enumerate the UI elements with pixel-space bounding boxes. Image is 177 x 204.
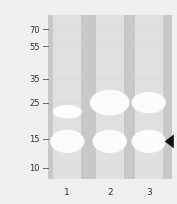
Ellipse shape: [137, 96, 160, 110]
Ellipse shape: [134, 94, 163, 112]
Ellipse shape: [134, 132, 163, 151]
Ellipse shape: [52, 132, 82, 152]
Ellipse shape: [50, 130, 85, 153]
Ellipse shape: [132, 93, 165, 113]
Bar: [135, 16, 163, 180]
Ellipse shape: [136, 133, 161, 150]
Ellipse shape: [91, 91, 129, 115]
Ellipse shape: [96, 94, 124, 112]
Ellipse shape: [56, 134, 79, 149]
Ellipse shape: [55, 106, 79, 118]
Bar: [96, 16, 124, 180]
Ellipse shape: [54, 132, 81, 151]
Ellipse shape: [53, 106, 81, 119]
Text: 2: 2: [107, 187, 113, 196]
Bar: [48, 16, 172, 180]
Ellipse shape: [94, 131, 125, 152]
Ellipse shape: [53, 132, 82, 151]
Text: 35: 35: [29, 75, 40, 84]
Ellipse shape: [133, 131, 164, 152]
Text: 25: 25: [29, 99, 40, 108]
Polygon shape: [165, 135, 174, 149]
Ellipse shape: [136, 133, 162, 150]
Ellipse shape: [55, 133, 79, 150]
Ellipse shape: [137, 134, 160, 149]
Ellipse shape: [134, 132, 164, 152]
Ellipse shape: [93, 92, 126, 114]
Ellipse shape: [93, 131, 126, 153]
Bar: [53, 16, 81, 180]
Ellipse shape: [132, 131, 165, 153]
Ellipse shape: [54, 133, 80, 150]
Ellipse shape: [52, 131, 83, 152]
Ellipse shape: [92, 91, 128, 115]
Ellipse shape: [134, 94, 164, 112]
Ellipse shape: [96, 132, 123, 151]
Ellipse shape: [98, 134, 121, 149]
Ellipse shape: [55, 106, 80, 118]
Ellipse shape: [53, 105, 82, 119]
Ellipse shape: [95, 93, 125, 113]
Ellipse shape: [131, 92, 166, 114]
Text: 1: 1: [64, 187, 70, 196]
Ellipse shape: [56, 107, 78, 117]
Ellipse shape: [131, 130, 166, 153]
Ellipse shape: [136, 95, 161, 111]
Ellipse shape: [97, 133, 123, 150]
Ellipse shape: [92, 92, 127, 114]
Text: 70: 70: [29, 26, 40, 34]
Ellipse shape: [57, 107, 78, 117]
Ellipse shape: [95, 132, 124, 151]
Ellipse shape: [90, 90, 130, 116]
Text: 3: 3: [146, 187, 152, 196]
Ellipse shape: [92, 130, 127, 153]
Text: 15: 15: [29, 135, 40, 144]
Text: 55: 55: [29, 43, 40, 52]
Ellipse shape: [98, 133, 122, 150]
Ellipse shape: [136, 95, 162, 111]
Ellipse shape: [56, 107, 79, 118]
Ellipse shape: [54, 106, 81, 118]
Ellipse shape: [135, 132, 162, 151]
Ellipse shape: [94, 93, 125, 113]
Text: 10: 10: [29, 164, 40, 172]
Ellipse shape: [51, 131, 84, 153]
Ellipse shape: [96, 94, 123, 112]
Ellipse shape: [58, 108, 77, 117]
Ellipse shape: [133, 93, 164, 113]
Ellipse shape: [135, 95, 162, 112]
Ellipse shape: [95, 132, 125, 152]
